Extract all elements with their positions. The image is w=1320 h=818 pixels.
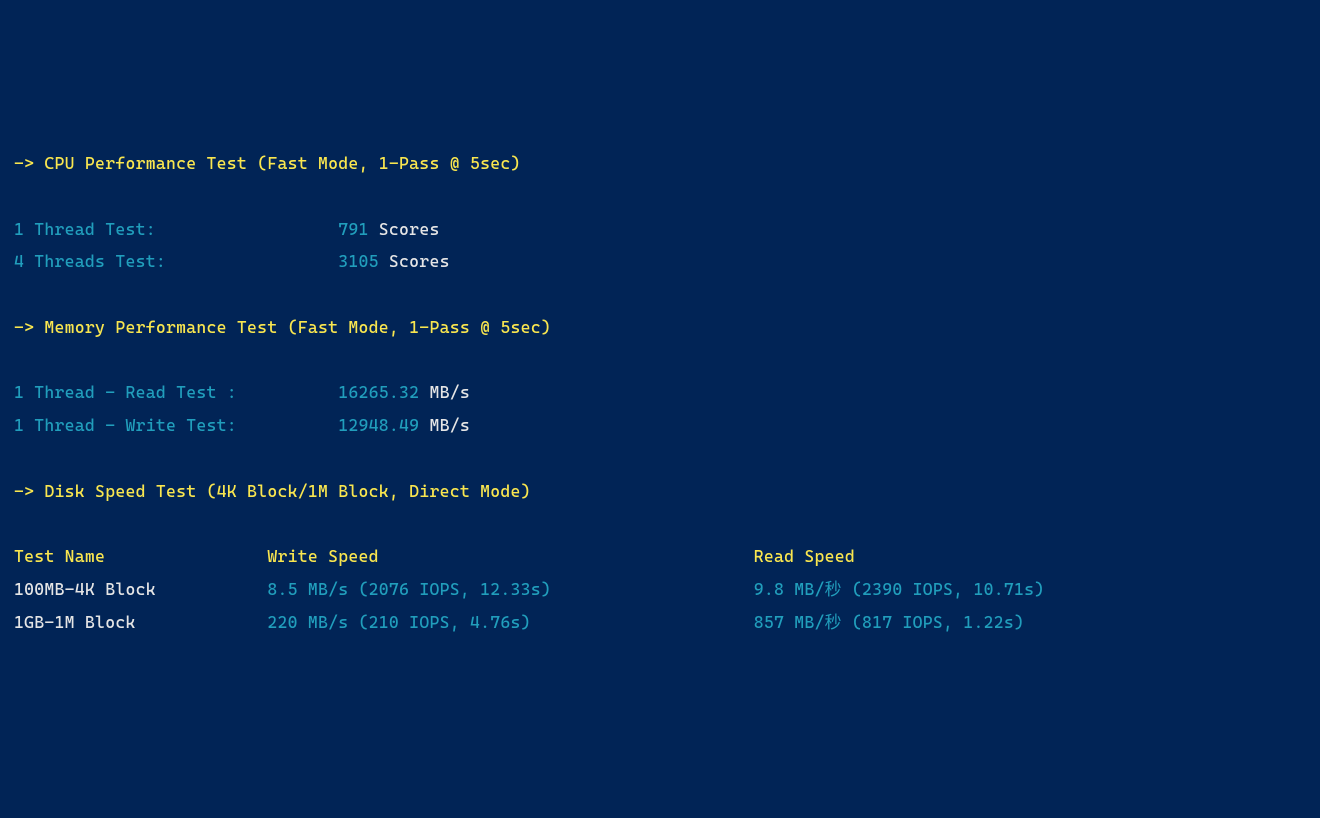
disk-row-write: 8.5 MB/s (2076 IOPS, 12.33s) xyxy=(267,579,753,599)
row-value: 3105 xyxy=(338,251,379,271)
disk-row-name: 1GB-1M Block xyxy=(14,612,267,632)
row-unit: Scores xyxy=(379,251,450,271)
row-unit: MB/s xyxy=(419,382,470,402)
disk-row-write: 220 MB/s (210 IOPS, 4.76s) xyxy=(267,612,753,632)
terminal-output: -> CPU Performance Test (Fast Mode, 1-Pa… xyxy=(14,147,1306,638)
row-value: 16265.32 xyxy=(338,382,419,402)
disk-row-name: 100MB-4K Block xyxy=(14,579,267,599)
row-label: 1 Thread - Read Test : xyxy=(14,382,338,402)
cpu-test-header: -> CPU Performance Test (Fast Mode, 1-Pa… xyxy=(14,153,521,173)
memory-test-header: -> Memory Performance Test (Fast Mode, 1… xyxy=(14,317,551,337)
column-header-write: Write Speed xyxy=(267,546,753,566)
row-value: 12948.49 xyxy=(338,415,419,435)
row-value: 791 xyxy=(338,219,368,239)
row-label: 4 Threads Test: xyxy=(14,251,338,271)
row-unit: Scores xyxy=(369,219,440,239)
disk-row-read: 9.8 MB/秒 (2390 IOPS, 10.71s) xyxy=(754,579,1045,599)
column-header-name: Test Name xyxy=(14,546,267,566)
column-header-read: Read Speed xyxy=(754,546,855,566)
disk-test-header: -> Disk Speed Test (4K Block/1M Block, D… xyxy=(14,481,531,501)
disk-row-read: 857 MB/秒 (817 IOPS, 1.22s) xyxy=(754,612,1024,632)
row-label: 1 Thread Test: xyxy=(14,219,338,239)
row-label: 1 Thread - Write Test: xyxy=(14,415,338,435)
row-unit: MB/s xyxy=(419,415,470,435)
